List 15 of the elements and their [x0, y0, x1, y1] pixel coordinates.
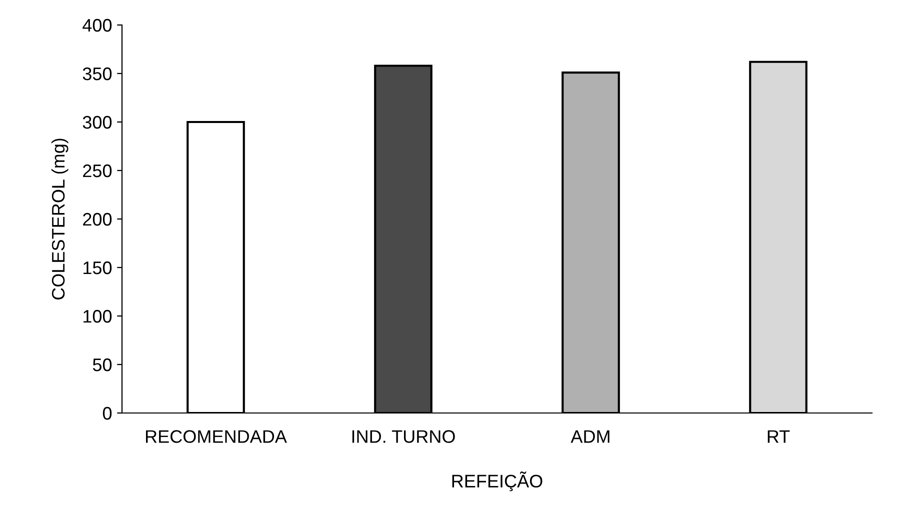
y-tick-label: 250: [83, 164, 112, 178]
x-tick-label: RECOMENDADA: [146, 430, 287, 443]
y-tick-label: 100: [84, 310, 112, 323]
y-tick-label: 400: [82, 18, 112, 32]
y-tick-label: 150: [84, 261, 112, 274]
x-tick-label: ADM: [570, 430, 610, 443]
x-tick-label: RT: [768, 430, 790, 443]
y-tick-label: 200: [83, 212, 112, 226]
y-axis-title: COLESTEROL (mg): [51, 138, 68, 300]
x-tick-label: IND. TURNO: [352, 430, 455, 443]
y-tick-label: 50: [92, 358, 112, 372]
y-tick-label: 0: [102, 406, 112, 420]
y-tick-label: 300: [82, 116, 112, 129]
x-axis-title: REFEIÇÃO: [452, 472, 542, 492]
y-tick-label: 350: [82, 67, 112, 80]
